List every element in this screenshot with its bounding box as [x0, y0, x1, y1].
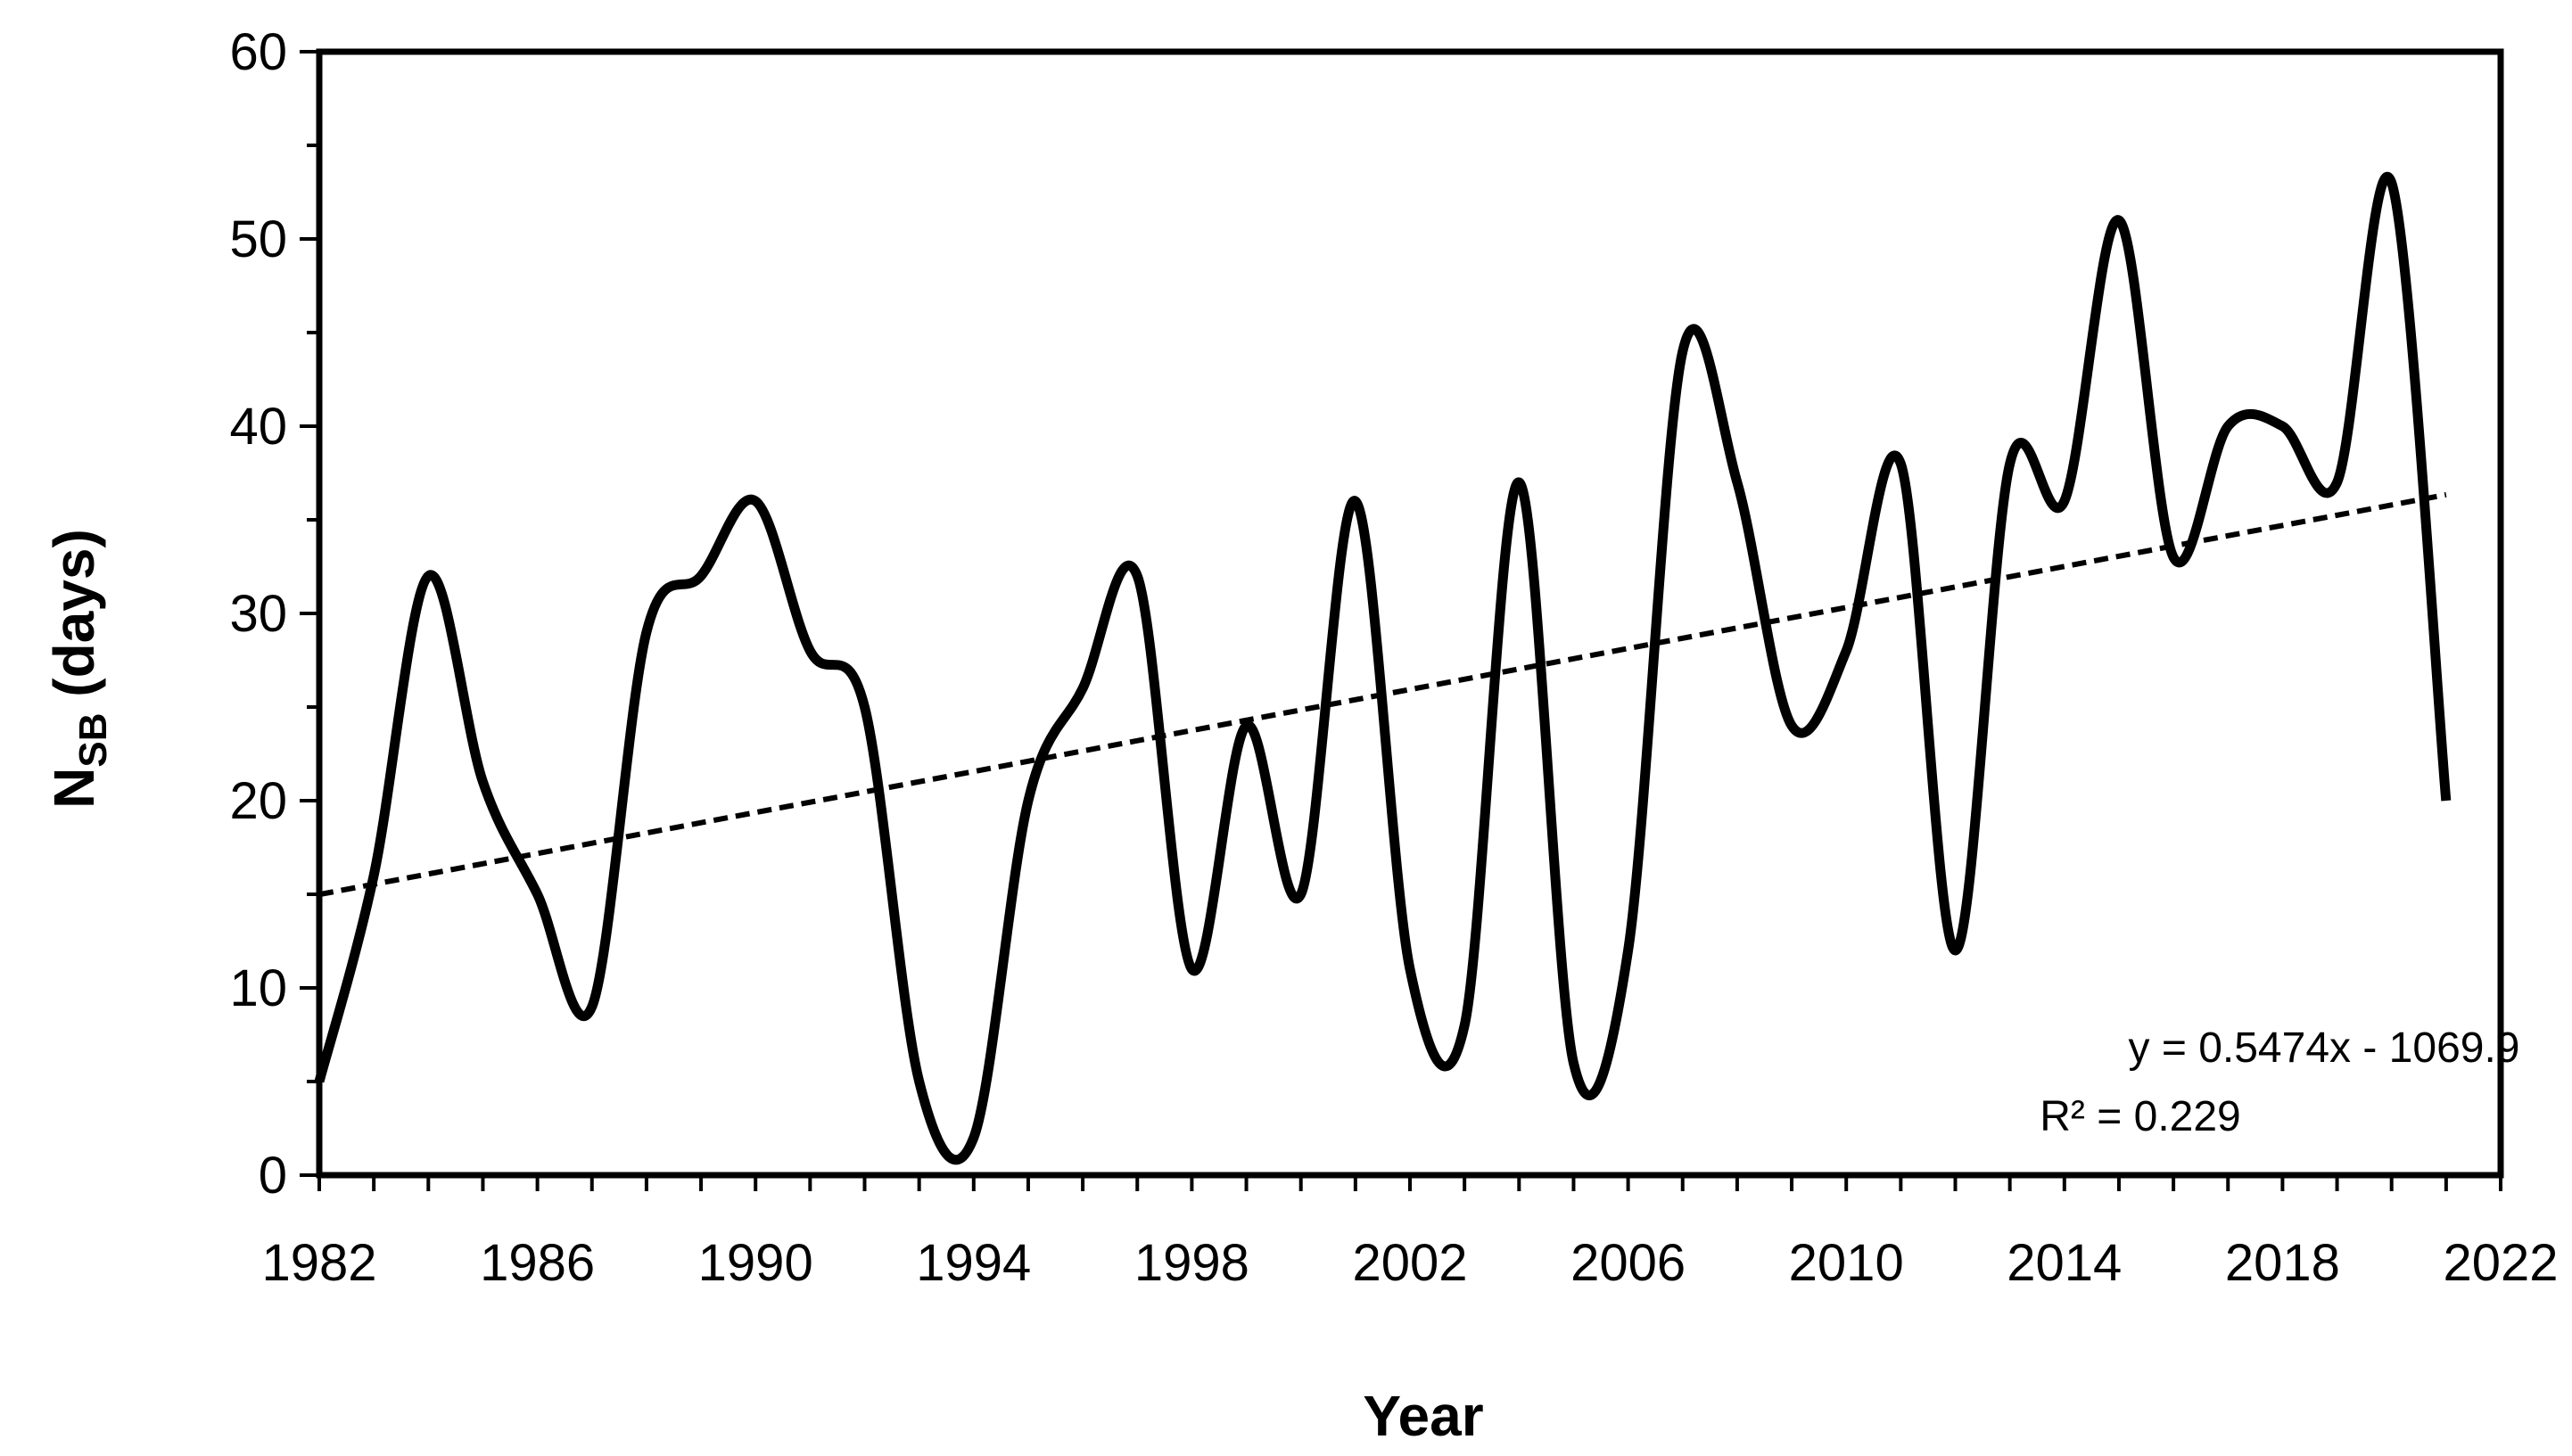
- x-tick-label: 2002: [1352, 1234, 1467, 1292]
- x-tick-label: 1982: [261, 1234, 376, 1292]
- plot-frame: [316, 48, 2504, 1179]
- x-axis-ticks: 1982 1986 1990 1994 1998 2002 2006 2010 2014 2018…: [261, 1175, 2559, 1292]
- y-axis-title-subscript: SB: [71, 712, 115, 767]
- x-tick-label: 2014: [2007, 1234, 2122, 1292]
- y-axis-ticks: 0 10 20 30 40 50 60: [229, 23, 319, 1205]
- x-axis-title: Year: [1363, 1384, 1483, 1448]
- trendline: [318, 491, 2447, 898]
- trendline-r-squared: R² = 0.229: [2040, 1093, 2240, 1140]
- x-tick-label: 1990: [698, 1234, 813, 1292]
- y-axis-title-text: NSB (days): [42, 529, 115, 809]
- x-tick-label: 1998: [1134, 1234, 1249, 1292]
- y-tick-label: 10: [229, 959, 287, 1017]
- y-tick-label: 50: [229, 210, 287, 268]
- y-axis-title-suffix: (days): [42, 529, 106, 712]
- y-axis-title-main: N: [42, 768, 106, 809]
- equation-annotation: y = 0.5474x - 1069.9 R² = 0.229: [2040, 1024, 2519, 1140]
- x-tick-label: 2018: [2225, 1234, 2340, 1292]
- x-tick-label: 1986: [480, 1234, 595, 1292]
- y-tick-label: 60: [229, 23, 287, 81]
- trendline-equation: y = 0.5474x - 1069.9: [2129, 1024, 2520, 1072]
- y-tick-label: 20: [229, 772, 287, 830]
- y-tick-label: 30: [229, 585, 287, 643]
- nsb-series-line: [314, 171, 2452, 1165]
- x-tick-label: 2022: [2443, 1234, 2558, 1292]
- x-tick-label: 1994: [916, 1234, 1031, 1292]
- y-tick-label: 0: [259, 1147, 287, 1205]
- y-axis-title: NSB (days): [42, 529, 115, 809]
- x-tick-label: 2010: [1789, 1234, 1904, 1292]
- x-tick-label: 2006: [1570, 1234, 1686, 1292]
- y-tick-label: 40: [229, 398, 287, 456]
- series-layer: [314, 171, 2452, 1165]
